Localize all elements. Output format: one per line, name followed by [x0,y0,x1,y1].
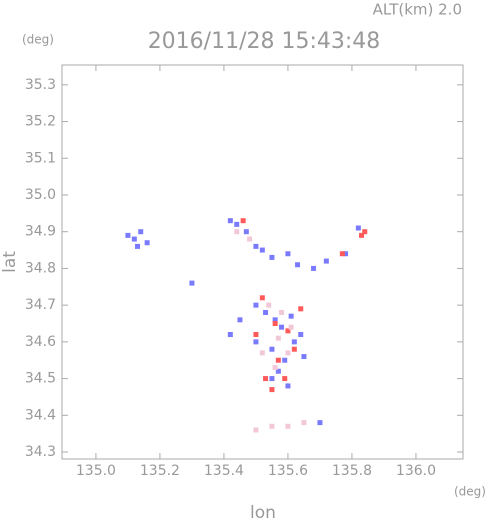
echo-cell [301,420,307,426]
echo-cell [317,420,323,426]
echo-cell [131,236,137,242]
echo-cell [285,423,291,429]
echo-cell [285,383,291,389]
echo-cell [311,265,317,271]
echo-cell [279,309,285,315]
echo-cell [269,387,275,393]
chart-title: 2016/11/28 15:43:48 [148,29,381,54]
echo-cell [285,251,291,257]
echo-cell [234,229,240,235]
echo-cell [298,306,304,312]
echo-cell [240,218,246,224]
echo-cell [275,335,281,341]
y-tick-label: 34.6 [25,334,56,350]
echo-cell [253,332,259,338]
x-tick-label: 135.6 [268,463,308,479]
echo-cell [339,251,345,257]
x-tick-label: 136.0 [396,463,436,479]
echo-cell [263,376,269,382]
y-tick-label: 35.3 [25,77,56,93]
altitude-label: ALT(km) 2.0 [373,1,462,19]
echo-cell [259,247,265,253]
echo-cell [243,229,249,235]
echo-cell [253,339,259,345]
y-tick-label: 34.7 [25,297,56,313]
y-axis-title: lat [0,251,20,273]
echo-cell [288,313,294,319]
echo-cell [291,339,297,345]
y-unit: (deg) [22,33,54,47]
echo-cell [279,324,285,330]
echo-cell [272,365,278,371]
echo-cell [272,321,278,327]
x-tick-label: 135.0 [76,463,116,479]
y-tick-label: 35.1 [25,150,56,166]
plot-frame [61,64,464,460]
echo-cell [266,302,272,308]
echo-cell [285,350,291,356]
x-tick-label: 135.2 [140,463,180,479]
echo-cell [272,317,278,323]
echo-cell [288,324,294,330]
echo-cell [247,236,253,242]
echo-cell [227,218,233,224]
echo-cell [359,232,365,238]
echo-cell [189,280,195,286]
echo-cell [275,368,281,374]
y-tick-label: 34.5 [25,371,56,387]
echo-cell [355,225,361,231]
echo-cell [138,229,144,235]
x-axis-title: lon [250,503,276,521]
echo-cell [291,346,297,352]
echo-cell [343,251,349,257]
echo-cell [323,258,329,264]
y-tick-label: 35.0 [25,187,56,203]
echo-cell [253,427,259,433]
echo-cell [259,350,265,356]
echo-cell [135,243,141,249]
echo-cell [362,229,368,235]
echo-cell [253,302,259,308]
echo-cell [275,357,281,363]
echo-cell [269,254,275,260]
y-tick-label: 34.8 [25,260,56,276]
y-tick-label: 34.3 [25,444,56,460]
echo-cell [269,346,275,352]
echo-cell [301,354,307,360]
echo-cell [237,317,243,323]
echo-cell [125,232,131,238]
echo-cell [259,295,265,301]
x-tick-label: 135.8 [332,463,372,479]
echo-cell [295,262,301,268]
echo-cell [269,423,275,429]
echo-cell [263,309,269,315]
x-unit: (deg) [454,485,486,499]
y-tick-label: 34.9 [25,224,56,240]
echo-cell [234,221,240,227]
echo-cell [144,240,150,246]
echo-cell [269,376,275,382]
x-tick-label: 135.4 [204,463,244,479]
y-tick-label: 34.4 [25,407,56,423]
echo-cell [298,332,304,338]
echo-cell [227,332,233,338]
echo-cell [285,328,291,334]
echo-cell [282,357,288,363]
echo-cell [253,243,259,249]
y-tick-label: 35.2 [25,114,56,130]
echo-cell [282,376,288,382]
